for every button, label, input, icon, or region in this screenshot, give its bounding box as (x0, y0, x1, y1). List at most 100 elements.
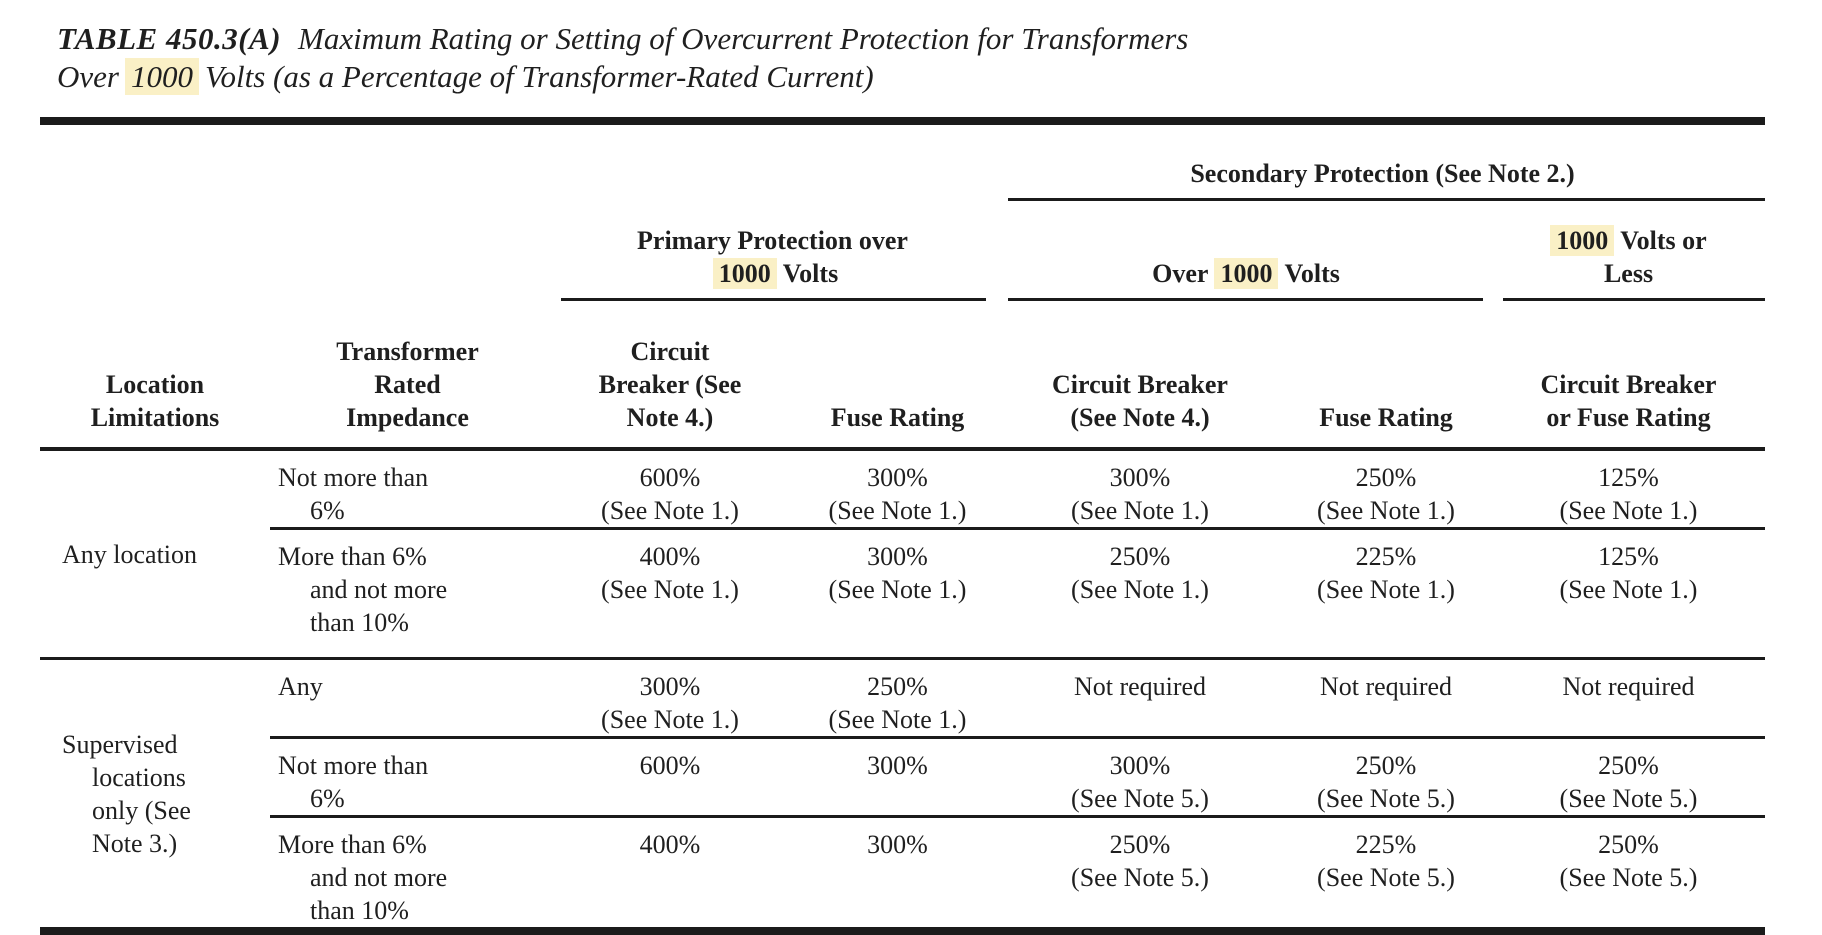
cell-value: 300% (867, 542, 928, 571)
cell-value: 600% (639, 463, 701, 492)
impedance-cell: Not more than 6% (278, 463, 429, 525)
primary-protection-group-header: Primary Protection over 1000 Volts (545, 201, 1000, 301)
impedance-cell: More than 6% and not more than 10% (270, 527, 545, 659)
cell-value: 250% (1109, 830, 1171, 859)
primary-cb-cell: 300% (See Note 1.) (545, 657, 795, 738)
col-header-location: Location Limitations (40, 301, 270, 451)
table-row: More than 6% and not more than 10% 400% (… (40, 527, 1765, 659)
table-row: More than 6% and not more than 10% 400% … (40, 815, 1765, 931)
header-spacer (40, 201, 545, 301)
location-supervised-locations: Supervised locations only (See Note 3.) (40, 657, 270, 931)
cell-value: 250% (1109, 542, 1171, 571)
secondary-cb-cell: 300% (See Note 5.) (1000, 736, 1280, 817)
cell-value: 225% (1355, 542, 1417, 571)
cell-note: (See Note 5.) (1317, 863, 1455, 892)
volts-or-label: Volts or (1620, 226, 1707, 255)
cell-value: 300% (639, 672, 701, 701)
col-header-primary-fuse-rating: Fuse Rating (795, 301, 1000, 451)
cell-value: 600% (639, 751, 701, 780)
primary-protection-line1: Primary Protection over (637, 226, 908, 255)
cell-value: 250% (1355, 751, 1417, 780)
cell-value: 300% (1109, 463, 1171, 492)
table-row: Any location Not more than 6% 600% (See N… (40, 449, 1765, 569)
cell-value: 400% (639, 830, 701, 859)
column-header-row: Location Limitations Transformer Rated I… (40, 301, 1765, 451)
secondary-cb-fuse-cell: 250% (See Note 5.) (1492, 736, 1765, 817)
primary-fuse-cell: 250% (See Note 1.) (795, 657, 1000, 738)
secondary-fuse-cell: Not required (1280, 657, 1492, 738)
secondary-protection-row: Secondary Protection (See Note 2.) (40, 121, 1765, 201)
table-title: TABLE 450.3(A) Maximum Rating or Setting … (57, 20, 1188, 96)
cell-note: (See Note 1.) (1559, 496, 1698, 525)
cell-note: (See Note 1.) (828, 496, 967, 525)
location-any-location: Any location (62, 539, 198, 569)
secondary-cb-cell: 250% (See Note 5.) (1000, 815, 1280, 931)
title-line2-post: Volts (as a Percentage of Transformer-Ra… (204, 59, 874, 94)
highlight-1000: 1000 (1550, 225, 1615, 256)
cell-value: Not required (1073, 672, 1207, 701)
1000v-or-less-line2: Less (1603, 259, 1654, 288)
rule-under-secondary (1008, 198, 1765, 201)
highlight-1000: 1000 (712, 258, 777, 289)
secondary-fuse-cell: 250% (See Note 5.) (1280, 736, 1492, 817)
over-label: Over (1152, 259, 1209, 288)
cell-note: (See Note 1.) (601, 496, 739, 525)
cell-note: (See Note 5.) (1559, 784, 1698, 813)
rule-under-primary (561, 298, 986, 301)
highlight-1000: 1000 (1214, 258, 1279, 289)
over-1000v-label: Over 1000 Volts (1000, 257, 1492, 290)
primary-fuse-cell: 300% (795, 815, 1000, 931)
primary-cb-cell: 600% (545, 736, 795, 817)
cell-value: 300% (1109, 751, 1171, 780)
secondary-cb-fuse-cell: 125% (See Note 1.) (1492, 527, 1765, 659)
col-header-impedance: Transformer Rated Impedance (270, 301, 545, 451)
cell-value: 125% (1598, 542, 1659, 571)
impedance-cell: Any (270, 657, 545, 738)
col-header-secondary-cb-or-fuse: Circuit Breaker or Fuse Rating (1492, 301, 1765, 451)
rule-under-1000v-or-less (1503, 298, 1765, 301)
table-number: TABLE 450.3(A) (57, 21, 282, 56)
primary-fuse-cell: 300% (See Note 1.) (795, 527, 1000, 659)
1000v-or-less-group-header: 1000 Volts or Less (1492, 201, 1765, 301)
cell-value: 400% (639, 542, 701, 571)
overcurrent-protection-table: Secondary Protection (See Note 2.) Prima… (40, 117, 1765, 935)
cell-value: 125% (1598, 463, 1659, 492)
cell-note: (See Note 1.) (1071, 496, 1209, 525)
cell-note: (See Note 1.) (1317, 496, 1455, 525)
cell-value: Not required (1319, 672, 1453, 701)
cell-value: 250% (1598, 751, 1659, 780)
cell-note: (See Note 5.) (1559, 863, 1698, 892)
title-line2-pre: Over (57, 59, 119, 94)
cell-note: (See Note 5.) (1317, 784, 1455, 813)
cell-note: (See Note 1.) (1559, 575, 1698, 604)
secondary-protection-group-header: Secondary Protection (See Note 2.) (1000, 121, 1765, 201)
cell-value: 300% (867, 830, 928, 859)
cell-value: 250% (867, 672, 928, 701)
volts-label: Volts (1284, 259, 1340, 288)
secondary-fuse-cell: 225% (See Note 1.) (1280, 527, 1492, 659)
cell-value: 250% (1355, 463, 1417, 492)
cell-value: 300% (867, 751, 928, 780)
table-title-line2: Over 1000 Volts (as a Percentage of Transf… (57, 58, 1188, 96)
secondary-cb-cell: 250% (See Note 1.) (1000, 527, 1280, 659)
primary-fuse-cell: 300% (795, 736, 1000, 817)
cell-note: (See Note 5.) (1071, 784, 1209, 813)
cell-value: 300% (867, 463, 928, 492)
primary-cb-cell: 400% (See Note 1.) (545, 527, 795, 659)
secondary-cb-fuse-cell: 125% (See Note 1.) (1492, 449, 1765, 529)
header-spacer (40, 121, 1000, 201)
primary-protection-line2: 1000 Volts (545, 257, 1000, 290)
rule-under-over-1000v (1008, 298, 1483, 301)
table-title-line1: TABLE 450.3(A) Maximum Rating or Setting … (57, 20, 1188, 58)
cell-note: (See Note 1.) (828, 705, 967, 734)
cell-note: (See Note 1.) (601, 575, 739, 604)
secondary-cb-cell: Not required (1000, 657, 1280, 738)
secondary-protection-label: Secondary Protection (See Note 2.) (1190, 159, 1575, 188)
col-header-secondary-circuit-breaker: Circuit Breaker (See Note 4.) (1000, 301, 1280, 451)
voltage-group-row: Primary Protection over 1000 Volts Over 10… (40, 201, 1765, 301)
cell-note: (See Note 1.) (601, 705, 739, 734)
secondary-cb-fuse-cell: 250% (See Note 5.) (1492, 815, 1765, 931)
impedance-cell: More than 6% and not more than 10% (270, 815, 545, 931)
over-1000v-group-header: Over 1000 Volts (1000, 201, 1492, 301)
